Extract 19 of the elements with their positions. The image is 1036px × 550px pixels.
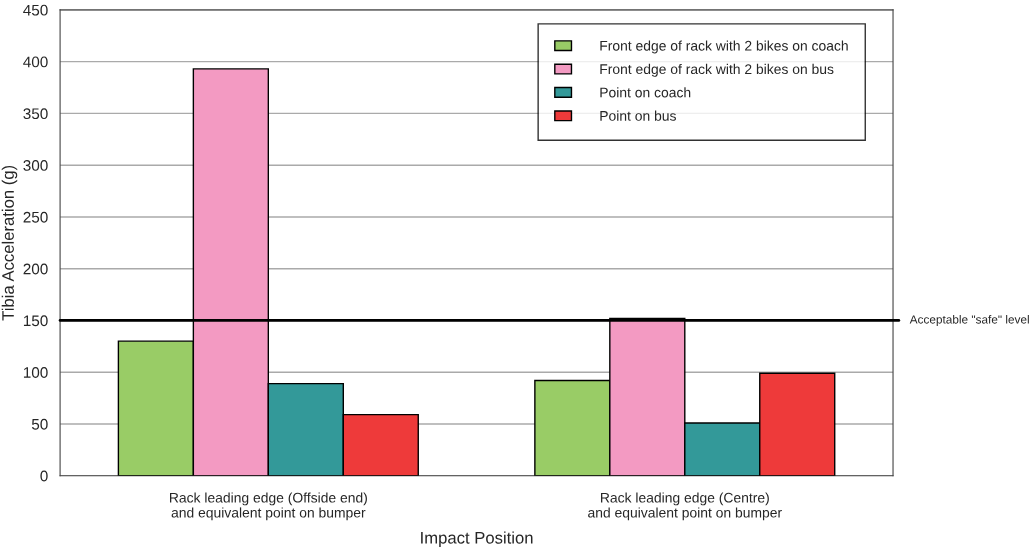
y-tick-label: 50	[31, 418, 48, 430]
x-tick-label: Rack leading edge (Centre) and equivalent point on bumper	[588, 492, 782, 521]
ref-line-label: Acceptable "safe" level	[909, 314, 1029, 326]
y-tick-label: 450	[23, 4, 48, 16]
y-tick-label: 100	[23, 367, 48, 378]
y-axis-title: Tibia Acceleration (g)	[1, 165, 18, 321]
y-tick-label: 400	[23, 56, 48, 68]
legend-label: Front edge of rack with 2 bikes on coach	[600, 40, 848, 54]
legend-label: Front edge of rack with 2 bikes on bus	[600, 63, 834, 77]
legend-label: Point on coach	[600, 87, 691, 98]
x-tick-label: Rack leading edge (Offside end) and equivalent point on bumper	[170, 492, 367, 521]
y-tick-label: 0	[40, 470, 48, 482]
y-tick-label: 350	[23, 108, 48, 120]
y-tick-label: 250	[23, 211, 48, 223]
y-tick-label: 150	[23, 315, 48, 327]
x-axis-title: Impact Position	[421, 531, 533, 547]
y-tick-label: 200	[23, 263, 48, 275]
y-tick-label: 300	[23, 160, 48, 171]
legend-label: Point on bus	[600, 110, 676, 121]
